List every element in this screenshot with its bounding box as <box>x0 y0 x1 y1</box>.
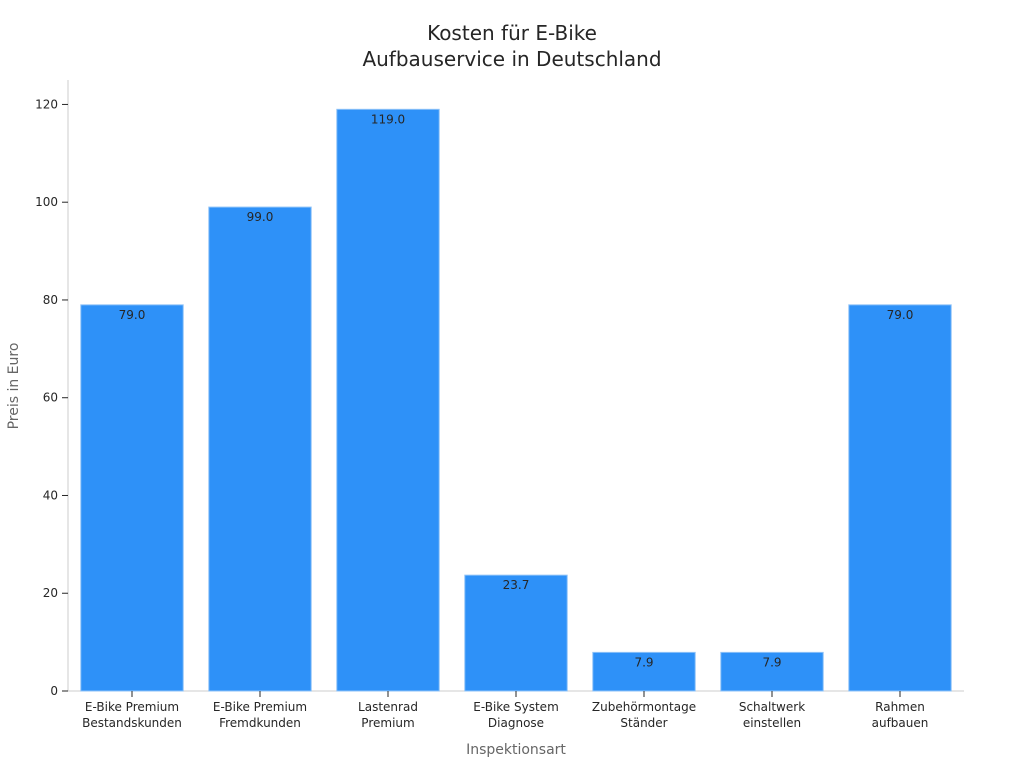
y-tick-label: 100 <box>35 195 58 209</box>
y-tick-label: 20 <box>43 586 58 600</box>
y-tick-label: 40 <box>43 488 58 502</box>
y-axis-label: Preis in Euro <box>6 343 22 430</box>
x-tick-label: Premium <box>361 716 414 730</box>
y-tick-label: 60 <box>43 391 58 405</box>
x-tick-label: E-Bike Premium <box>85 700 179 714</box>
bar <box>80 304 184 692</box>
x-tick-label: aufbauen <box>872 716 929 730</box>
chart-title-line-2: Aufbauservice in Deutschland <box>362 47 661 71</box>
x-tick-label: Fremdkunden <box>219 716 301 730</box>
bar <box>336 108 440 692</box>
bar <box>208 206 312 692</box>
bar <box>848 304 952 692</box>
y-tick-label: 120 <box>35 97 58 111</box>
x-tick-label: Bestandskunden <box>82 716 182 730</box>
bar <box>464 574 568 692</box>
x-tick-label: einstellen <box>743 716 801 730</box>
x-tick-label: Rahmen <box>875 700 925 714</box>
x-tick-label: Ständer <box>620 716 667 730</box>
x-tick-label: E-Bike System <box>473 700 559 714</box>
x-tick-label: Schaltwerk <box>739 700 805 714</box>
y-tick-label: 80 <box>43 293 58 307</box>
bar <box>720 651 824 692</box>
bar-data-label: 79.0 <box>887 308 914 322</box>
bar-data-label: 23.7 <box>503 578 530 592</box>
bar-data-label: 99.0 <box>247 210 274 224</box>
bar-data-label: 119.0 <box>371 112 405 126</box>
x-tick-label: Lastenrad <box>358 700 418 714</box>
x-axis-label: Inspektionsart <box>466 742 566 758</box>
bar-data-label: 7.9 <box>762 655 781 669</box>
bar-data-label: 7.9 <box>634 655 653 669</box>
bar-data-label: 79.0 <box>119 308 146 322</box>
plot-area: 0 20 40 60 80 100 120 79.0 E-Bike Premium Bestand… <box>35 80 964 730</box>
chart-title-line-1: Kosten für E-Bike <box>427 21 597 45</box>
y-tick-label: 0 <box>50 684 58 698</box>
x-tick-label: Diagnose <box>488 716 544 730</box>
x-tick-label: Zubehörmontage <box>592 700 696 714</box>
bar <box>592 651 696 692</box>
x-tick-label: E-Bike Premium <box>213 700 307 714</box>
